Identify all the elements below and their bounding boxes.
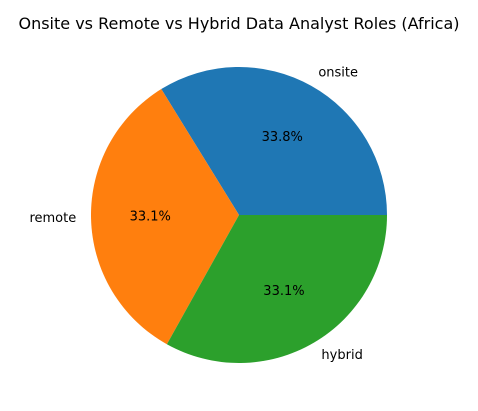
pie-labels: onsite 33.8% remote 33.1% hybrid 33.1%	[29, 65, 362, 363]
pct-label-remote: 33.1%	[130, 209, 171, 224]
slice-label-hybrid: hybrid	[321, 348, 362, 363]
pie-slice-onsite	[161, 67, 387, 215]
pct-label-hybrid: 33.1%	[263, 284, 304, 299]
slice-label-onsite: onsite	[318, 65, 358, 80]
pie-slice-remote	[90, 89, 239, 345]
pct-label-onsite: 33.8%	[262, 130, 303, 145]
chart-title: Onsite vs Remote vs Hybrid Data Analyst …	[18, 14, 459, 33]
slice-label-remote: remote	[29, 211, 76, 226]
pie-slice-hybrid	[166, 215, 387, 363]
pie-slices	[90, 67, 387, 363]
